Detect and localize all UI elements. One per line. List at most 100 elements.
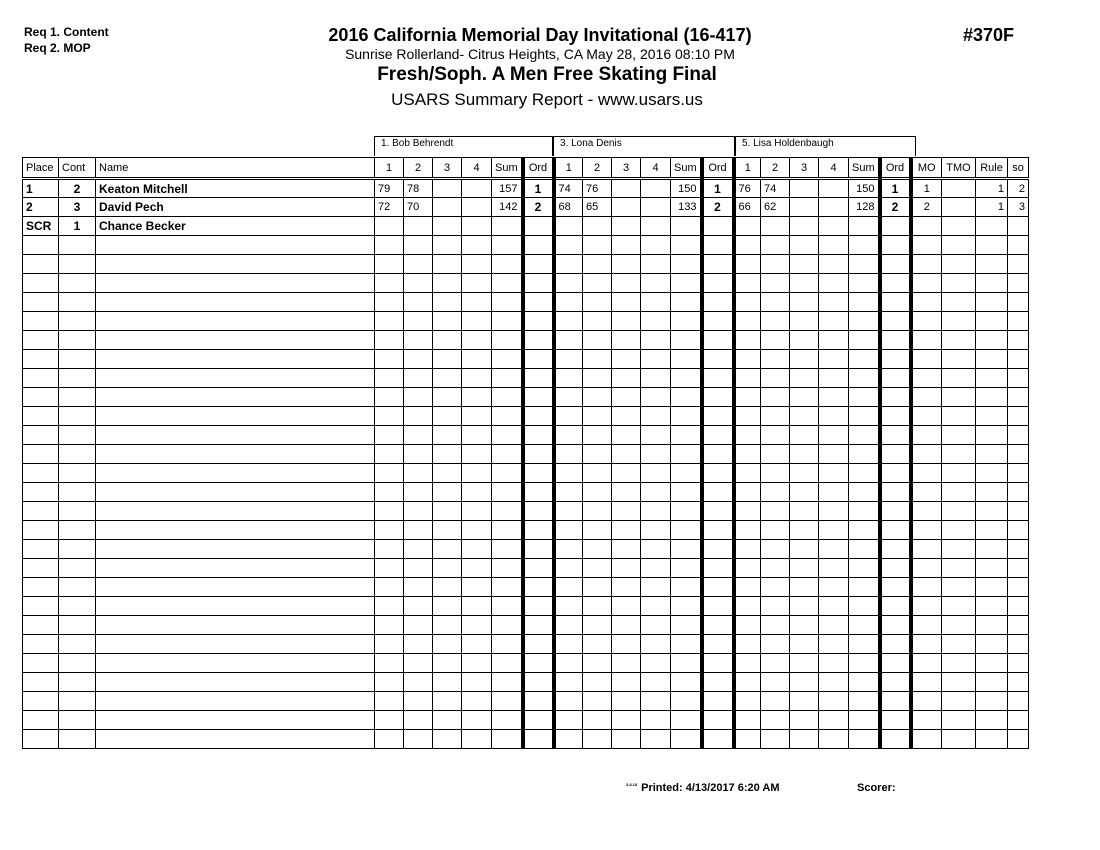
judge1-score-cell — [374, 330, 404, 350]
judge2-score-cell — [670, 425, 704, 445]
judge1-score-cell — [403, 349, 433, 369]
place-cell — [22, 425, 59, 445]
table-row — [22, 330, 1029, 350]
judge3-score-cell — [789, 653, 819, 673]
tmo-cell — [941, 577, 976, 597]
cont-cell — [58, 577, 96, 597]
header-rule: Rule — [975, 157, 1008, 180]
judge3-score-cell — [879, 577, 913, 597]
tmo-cell — [941, 311, 976, 331]
judge3-score-cell — [818, 368, 849, 388]
place-cell — [22, 520, 59, 540]
mo-cell — [910, 577, 942, 597]
mo-cell — [910, 216, 942, 236]
judge3-score-cell — [848, 634, 882, 654]
judge1-score-cell — [491, 729, 525, 749]
judge1-score-cell — [432, 254, 462, 274]
judge2-score-cell — [701, 501, 736, 521]
name-cell: David Pech — [95, 197, 375, 217]
judge3-score-cell: 2 — [879, 197, 913, 217]
judge3-score-cell — [733, 368, 761, 388]
rule-cell — [975, 368, 1008, 388]
judge2-score-cell — [611, 710, 641, 730]
judge2-score-cell — [701, 444, 736, 464]
judge2-score-cell — [640, 710, 671, 730]
judge2-score-cell — [582, 615, 612, 635]
judge2-score-cell — [640, 197, 671, 217]
judge2-score-cell — [611, 444, 641, 464]
judge2-score-cell — [582, 444, 612, 464]
judge3-score-cell — [760, 387, 790, 407]
judge3-score-cell — [848, 672, 882, 692]
mo-cell — [910, 463, 942, 483]
judge1-score-cell — [374, 216, 404, 236]
name-cell — [95, 311, 375, 331]
judge2-score-cell — [670, 729, 704, 749]
cont-cell — [58, 387, 96, 407]
judge1-score-cell — [522, 292, 556, 312]
judge2-score-cell — [553, 254, 583, 274]
judge2-score-cell — [611, 558, 641, 578]
judge3-score-cell — [818, 558, 849, 578]
name-cell — [95, 368, 375, 388]
judge3-score-cell — [760, 311, 790, 331]
judge3-score-cell — [879, 387, 913, 407]
competition-title: 2016 California Memorial Day Invitationa… — [328, 25, 752, 45]
judge3-score-cell — [848, 520, 882, 540]
judge1-score-cell — [403, 292, 433, 312]
judge2-score-cell: 68 — [553, 197, 583, 217]
judge1-score-cell — [461, 368, 492, 388]
judge2-score-cell — [582, 520, 612, 540]
judge3-score-cell — [733, 463, 761, 483]
requirement-2: Req 2. MOP — [24, 41, 91, 55]
judge3-score-cell — [789, 273, 819, 293]
judge1-score-cell: 157 — [491, 178, 525, 198]
rule-cell — [975, 634, 1008, 654]
judge2-score-cell — [553, 558, 583, 578]
judge2-score-cell — [670, 482, 704, 502]
judge1-score-cell — [374, 273, 404, 293]
judge1-score-cell — [522, 729, 556, 749]
judge-header-1: 1. Bob Behrendt — [374, 136, 553, 156]
judge3-score-cell — [789, 710, 819, 730]
judge2-score-cell — [640, 330, 671, 350]
tmo-cell — [941, 615, 976, 635]
judge1-score-cell — [461, 615, 492, 635]
judge3-score-cell — [818, 577, 849, 597]
judge2-score-cell — [670, 634, 704, 654]
judge2-score-cell — [701, 672, 736, 692]
table-row — [22, 425, 1029, 445]
judge2-score-cell — [582, 577, 612, 597]
judge-header-3: 5. Lisa Holdenbaugh — [735, 136, 916, 156]
name-cell — [95, 406, 375, 426]
header-judge2-4: 4 — [640, 157, 671, 180]
judge2-score-cell — [611, 729, 641, 749]
judge3-score-cell — [879, 710, 913, 730]
judge1-score-cell — [522, 558, 556, 578]
tmo-cell — [941, 501, 976, 521]
rule-cell — [975, 292, 1008, 312]
rule-cell — [975, 235, 1008, 255]
judge1-score-cell — [491, 539, 525, 559]
judge1-score-cell — [461, 463, 492, 483]
judge2-score-cell — [582, 463, 612, 483]
judge2-score-cell — [553, 425, 583, 445]
so-cell: 3 — [1007, 197, 1029, 217]
judge1-score-cell — [432, 311, 462, 331]
judge1-score-cell — [432, 596, 462, 616]
judge1-score-cell — [403, 387, 433, 407]
mo-cell — [910, 330, 942, 350]
header-judge2-sum: Sum — [670, 157, 704, 180]
judge2-score-cell — [701, 387, 736, 407]
judge2-score-cell: 76 — [582, 178, 612, 198]
table-row — [22, 615, 1029, 635]
judge1-score-cell — [374, 425, 404, 445]
judge2-score-cell — [582, 501, 612, 521]
name-cell — [95, 463, 375, 483]
cont-cell — [58, 292, 96, 312]
judge1-score-cell — [522, 425, 556, 445]
judge3-score-cell — [879, 729, 913, 749]
table-row — [22, 729, 1029, 749]
place-cell: 2 — [22, 197, 59, 217]
tmo-cell — [941, 710, 976, 730]
